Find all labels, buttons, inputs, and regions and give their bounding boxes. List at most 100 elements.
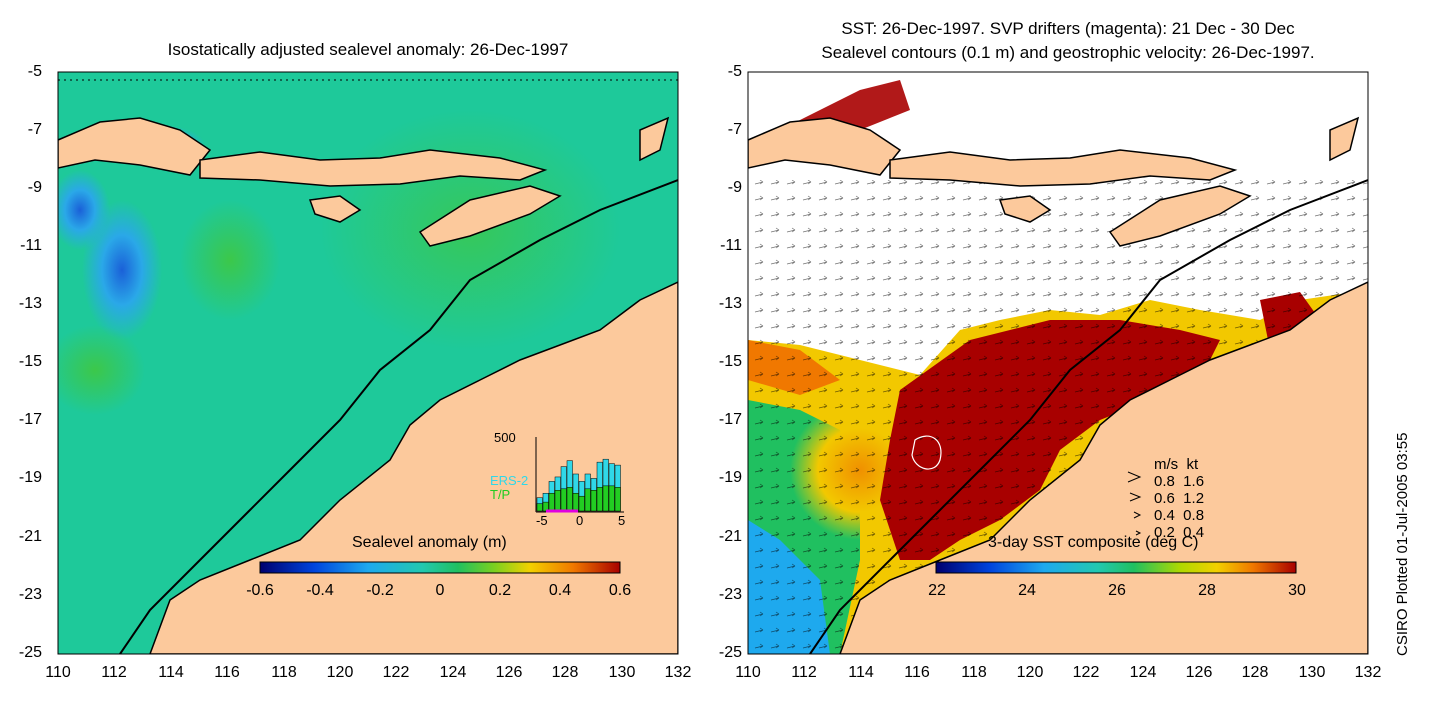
velocity-legend-row: 0.8 1.6 <box>1154 473 1205 490</box>
right-x-tick: 128 <box>1241 664 1269 681</box>
left-x-tick: 110 <box>45 664 71 681</box>
altimetry-inset <box>535 437 624 513</box>
sla-high-center <box>180 200 280 320</box>
left-cb-tick: -0.2 <box>366 582 394 599</box>
arrow-0.2 <box>1135 530 1142 536</box>
right-y-tick: -9 <box>727 179 742 196</box>
right-x-tick: 118 <box>961 664 987 681</box>
left-cb-tick: -0.4 <box>306 582 334 599</box>
sealevel-contour-white <box>911 435 942 470</box>
left-x-tick: 130 <box>608 664 636 681</box>
left-y-tick: -15 <box>18 353 42 370</box>
right-shelf-contour <box>809 179 1368 654</box>
left-x-tick: 120 <box>326 664 354 681</box>
inset-tp-bar <box>608 485 615 512</box>
left-x-tick: 128 <box>551 664 579 681</box>
australia-mainland <box>149 281 678 654</box>
inset-xtick: -5 <box>536 513 548 528</box>
right-x-tick: 132 <box>1354 664 1382 681</box>
right-y-tick: -13 <box>718 295 742 312</box>
inset-tp-bar <box>572 492 579 512</box>
csiro-credit: CSIRO Plotted 01-Jul-2005 03:55 <box>1394 432 1411 656</box>
left-sealevel-map <box>58 72 678 654</box>
right-colorbar-title: 3-day SST composite (deg C) <box>988 534 1199 551</box>
inset-ers2-label: ERS-2 <box>490 473 529 488</box>
left-x-tick: 126 <box>495 664 523 681</box>
inset-xtick: 0 <box>576 513 584 528</box>
right-map-title-line2: Sealevel contours (0.1 m) and geostrophi… <box>821 43 1315 62</box>
inset-tp-bar <box>548 492 555 512</box>
right-cb-tick: 24 <box>1018 582 1036 599</box>
left-cb-tick: -0.6 <box>246 582 274 599</box>
right-map-frame <box>747 71 1369 655</box>
left-x-tick: 114 <box>158 664 184 681</box>
left-y-tick: -17 <box>18 411 42 428</box>
left-x-tick: 116 <box>214 664 240 681</box>
left-y-tick: -13 <box>18 295 42 312</box>
timor-island-right <box>1108 185 1252 247</box>
left-x-tick: 122 <box>382 664 410 681</box>
right-x-tick: 116 <box>904 664 930 681</box>
timor-island <box>418 185 562 247</box>
left-x-tick: 112 <box>101 664 127 681</box>
inset-tp-bar <box>578 495 585 512</box>
right-cb-tick: 28 <box>1198 582 1216 599</box>
right-colorbar <box>935 561 1297 574</box>
inset-xtick: 5 <box>618 513 626 528</box>
left-map-title: Isostatically adjusted sealevel anomaly:… <box>167 40 569 59</box>
left-y-tick: -25 <box>18 644 42 661</box>
velocity-legend-row: 0.6 1.2 <box>1154 490 1205 507</box>
left-y-tick: -7 <box>27 121 42 138</box>
right-y-tick: -11 <box>720 237 742 254</box>
left-colorbar-title: Sealevel anomaly (m) <box>352 534 507 551</box>
right-cb-tick: 26 <box>1108 582 1126 599</box>
inset-tp-bar <box>614 487 621 512</box>
lesser-sunda-islands <box>199 149 548 187</box>
velocity-legend-header: m/s kt <box>1154 456 1199 473</box>
right-y-tick: -25 <box>718 644 742 661</box>
sla-high-south <box>58 325 145 415</box>
right-x-tick: 126 <box>1185 664 1213 681</box>
right-y-tick: -7 <box>727 121 742 138</box>
right-y-tick: -5 <box>727 63 742 80</box>
inset-tp-bar <box>566 487 573 512</box>
right-x-tick: 114 <box>848 664 874 681</box>
right-x-tick: 130 <box>1298 664 1326 681</box>
velocity-legend-row: 0.4 0.8 <box>1154 507 1205 524</box>
right-y-tick: -21 <box>718 528 742 545</box>
velocity-legend-arrows <box>1127 471 1142 536</box>
tanimbar-island-right <box>1329 116 1360 162</box>
left-cb-tick: 0.4 <box>548 582 572 599</box>
inset-ymax-label: 500 <box>494 430 516 445</box>
right-cb-tick: 30 <box>1288 582 1306 599</box>
inset-tp-bar <box>602 485 609 512</box>
left-cb-tick: 0.6 <box>608 582 632 599</box>
left-cb-tick: 0.2 <box>488 582 512 599</box>
inset-tp-bar <box>596 487 603 512</box>
sumba-island-right <box>998 195 1052 223</box>
inset-tp-bar <box>536 503 543 512</box>
arrow-0.8 <box>1127 471 1142 483</box>
inset-bars <box>536 458 621 512</box>
left-x-tick: 124 <box>439 664 467 681</box>
left-colorbar <box>259 561 621 574</box>
left-cb-tick: 0 <box>435 582 445 599</box>
lesser-sunda-islands-right <box>889 149 1238 187</box>
right-y-tick: -19 <box>718 469 742 486</box>
left-y-tick: -23 <box>18 586 42 603</box>
australia-mainland-right <box>839 281 1368 654</box>
left-y-tick: -19 <box>18 469 42 486</box>
right-x-tick: 124 <box>1129 664 1157 681</box>
inset-tp-bar <box>584 488 591 512</box>
inset-tp-bar <box>560 488 567 512</box>
right-y-tick: -23 <box>718 586 742 603</box>
left-map-frame <box>57 71 679 655</box>
inset-tp-bar <box>554 490 561 512</box>
right-cb-tick: 22 <box>928 582 946 599</box>
inset-tp-bar <box>542 501 549 512</box>
right-map-title-line1: SST: 26-Dec-1997. SVP drifters (magenta)… <box>841 19 1295 38</box>
velocity-legend-row: 0.2 0.4 <box>1154 524 1205 541</box>
inset-tp-label: T/P <box>490 487 511 502</box>
arrow-0.6 <box>1129 492 1142 502</box>
